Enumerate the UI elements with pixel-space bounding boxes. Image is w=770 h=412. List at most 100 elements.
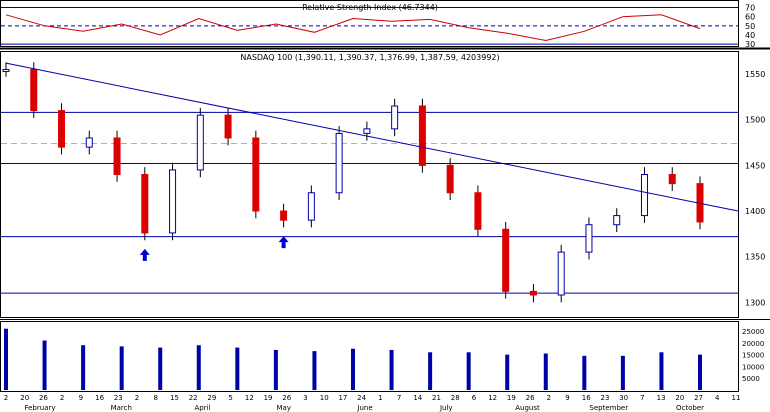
x-axis-day-labels: 2 20 26 2 9 16 23 2 8 15 22 29 5 12 19 26 3 10 17 24 1 7 14 21 2… <box>4 394 741 402</box>
volume-bar <box>698 354 702 390</box>
x-day-label: 26 <box>526 394 535 402</box>
candle-body <box>502 228 510 292</box>
candlestick-series <box>2 62 704 303</box>
x-day-label: 29 <box>207 394 216 402</box>
x-day-label: 12 <box>488 394 497 402</box>
rsi-series-line <box>5 14 701 42</box>
volume-bar <box>466 352 471 390</box>
volume-tick-label: 25000 <box>742 328 764 336</box>
price-tick-label: 1400 <box>745 207 765 216</box>
candle-body <box>363 128 371 134</box>
price-tick-label: 1550 <box>745 70 765 79</box>
x-day-label: 14 <box>413 394 422 402</box>
candle-body <box>58 110 66 148</box>
volume-bar <box>389 349 394 390</box>
x-day-label: 20 <box>675 394 684 402</box>
volume-panel-frame <box>0 321 739 392</box>
x-day-label: 26 <box>282 394 291 402</box>
x-month-label: May <box>277 404 291 412</box>
candle-body <box>391 105 399 130</box>
volume-y-axis: 25000 20000 15000 10000 5000 <box>742 328 764 383</box>
x-day-label: 19 <box>507 394 516 402</box>
x-month-label: June <box>356 404 372 412</box>
volume-tick-label: 15000 <box>742 352 764 360</box>
x-day-label: 24 <box>357 394 366 402</box>
volume-tick-label: 10000 <box>742 363 764 371</box>
x-day-label: 2 <box>4 394 8 402</box>
rsi-panel-frame <box>0 0 739 47</box>
x-day-label: 8 <box>154 394 158 402</box>
candle-body <box>613 215 621 226</box>
x-day-label: 21 <box>432 394 441 402</box>
candle-body <box>196 114 204 171</box>
price-y-axis: 1550 1500 1450 1400 1350 1300 <box>745 70 765 307</box>
volume-bar <box>505 354 510 390</box>
x-day-label: 16 <box>582 394 591 402</box>
x-day-label: 19 <box>264 394 273 402</box>
x-day-label: 30 <box>619 394 628 402</box>
arrow-markers <box>139 236 289 261</box>
downtrend-line <box>5 62 739 212</box>
candle-body <box>141 174 149 234</box>
support-resistance-lines <box>1 111 738 294</box>
rsi-tick-label: 30 <box>745 40 755 49</box>
x-axis-month-labels: February March April May June July August Septe… <box>24 404 704 412</box>
candle-body <box>85 137 93 148</box>
candle-body <box>640 174 648 217</box>
x-month-label: March <box>111 404 132 412</box>
volume-bar <box>42 340 47 390</box>
candle-body <box>252 137 260 212</box>
x-day-label: 1 <box>378 394 382 402</box>
x-month-label: July <box>439 404 453 412</box>
candle-body <box>529 290 537 296</box>
x-day-label: 23 <box>114 394 123 402</box>
candle-body <box>557 251 565 296</box>
rsi-tick-label: 70 <box>745 4 755 13</box>
x-day-label: 5 <box>228 394 232 402</box>
x-day-label: 16 <box>95 394 104 402</box>
volume-bar <box>235 347 240 390</box>
volume-bar <box>196 345 201 390</box>
volume-bar <box>428 352 433 390</box>
candle-body <box>335 132 343 194</box>
price-panel-frame <box>0 51 739 318</box>
x-day-label: 2 <box>135 394 139 402</box>
x-month-label: October <box>676 404 704 412</box>
price-tick-label: 1450 <box>745 161 765 170</box>
rsi-title: Relative Strength Index (46.7344) <box>302 3 438 12</box>
candle-body <box>307 192 315 221</box>
candle-body <box>418 105 426 166</box>
x-day-label: 7 <box>397 394 401 402</box>
x-month-label: February <box>24 404 55 412</box>
x-day-label: 10 <box>320 394 329 402</box>
candle-body <box>585 224 593 253</box>
x-day-label: 28 <box>451 394 460 402</box>
x-day-label: 20 <box>20 394 29 402</box>
candle-body <box>30 69 38 112</box>
candle-body <box>2 69 10 73</box>
x-day-label: 9 <box>79 394 83 402</box>
x-day-label: 2 <box>60 394 64 402</box>
candle-body <box>446 164 454 194</box>
rsi-reference-lines <box>1 7 738 45</box>
volume-bar <box>620 355 625 390</box>
x-day-label: 22 <box>189 394 198 402</box>
price-tick-label: 1350 <box>745 253 765 262</box>
volume-bar <box>158 347 163 390</box>
x-day-label: 13 <box>657 394 666 402</box>
x-day-label: 27 <box>694 394 703 402</box>
x-day-label: 11 <box>732 394 741 402</box>
candle-body <box>113 137 121 176</box>
x-day-label: 26 <box>39 394 48 402</box>
x-day-label: 15 <box>170 394 179 402</box>
x-day-label: 2 <box>547 394 551 402</box>
x-day-label: 9 <box>565 394 569 402</box>
candle-body <box>224 114 232 139</box>
volume-bar <box>81 345 86 390</box>
x-day-label: 17 <box>338 394 347 402</box>
volume-bar <box>273 349 278 390</box>
volume-tick-label: 20000 <box>742 340 764 348</box>
